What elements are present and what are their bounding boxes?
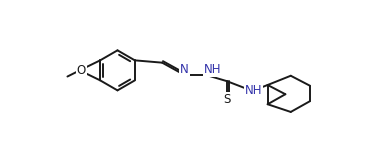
Text: S: S	[223, 93, 231, 106]
Text: NH: NH	[245, 84, 263, 97]
Text: NH: NH	[203, 63, 221, 76]
Text: O: O	[77, 64, 86, 77]
Text: N: N	[180, 63, 189, 76]
